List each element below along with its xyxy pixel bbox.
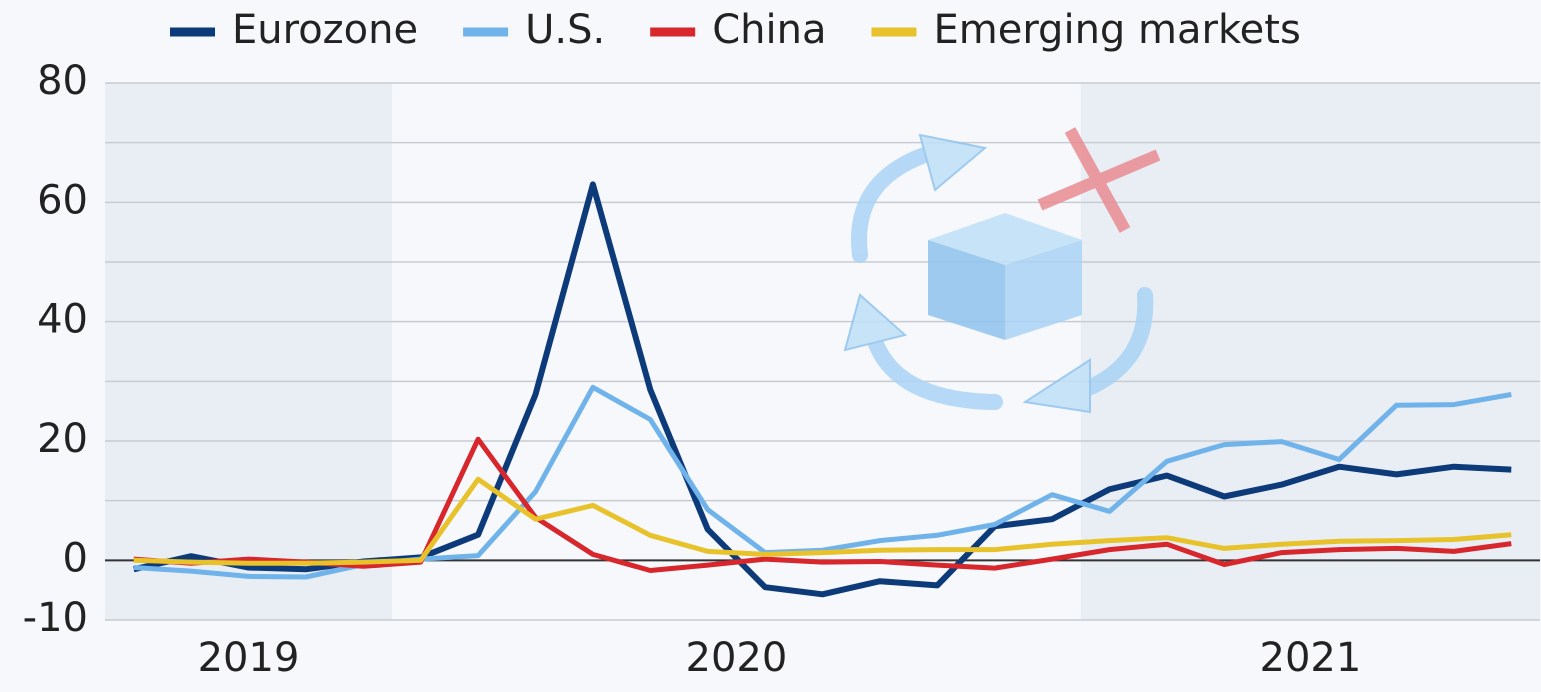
series-lines	[133, 181, 1512, 598]
year-band	[105, 83, 392, 620]
y-tick-label: 0	[63, 535, 88, 581]
y-tick-label: 80	[37, 58, 88, 104]
y-tick-label: 20	[37, 416, 88, 462]
legend-label: Emerging markets	[933, 7, 1300, 53]
x-group-label: 2021	[1260, 635, 1362, 681]
x-group-label: 2019	[198, 635, 300, 681]
legend-label: U.S.	[525, 7, 605, 53]
y-tick-label: -10	[23, 595, 88, 641]
legend-label: Eurozone	[232, 7, 418, 53]
y-tick-label: 60	[37, 177, 88, 223]
year-band	[1080, 83, 1540, 620]
recycle-icon	[843, 127, 1161, 414]
grid	[105, 82, 1540, 621]
legend-label: China	[712, 7, 826, 53]
series-line	[133, 436, 1512, 573]
x-group-label: 2020	[686, 635, 788, 681]
y-tick-label: 40	[37, 297, 88, 343]
legend: Eurozone U.S. China Emerging markets	[170, 7, 1301, 53]
year-bands	[105, 83, 1540, 620]
series-line	[133, 476, 1512, 566]
